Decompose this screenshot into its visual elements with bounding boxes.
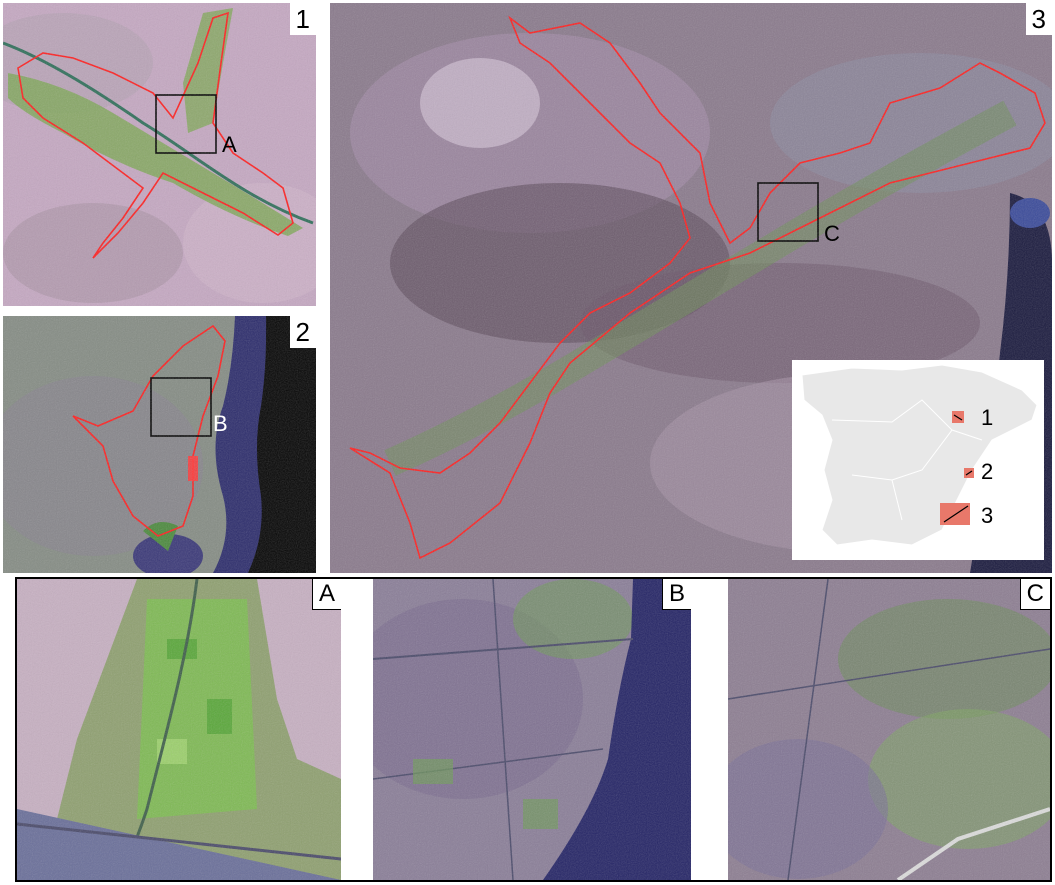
zoom-panels-frame: A B C: [15, 577, 1052, 882]
box-label-c: C: [824, 221, 840, 246]
spain-inset-map: 1 2 3: [792, 360, 1044, 560]
inset-label-1: 1: [981, 405, 994, 430]
zoom-c-image: [728, 579, 1050, 880]
zoom-a-image: [17, 579, 341, 880]
zoom-panel-b: B: [373, 579, 691, 880]
panel-2-number: 2: [289, 316, 316, 348]
panel-1-number: 1: [289, 3, 316, 35]
satellite-panel-3: 3 C 1 2 3: [330, 3, 1052, 573]
panel-3-number: 3: [1025, 3, 1052, 35]
box-label-a: A: [222, 132, 237, 157]
inset-label-2: 2: [981, 459, 994, 484]
inset-label-3: 3: [981, 503, 994, 528]
zoom-b-label: B: [661, 579, 691, 610]
satellite-panel-1: 1 A: [3, 3, 316, 306]
satellite-panel-2: 2 B: [3, 316, 316, 573]
zoom-b-image: [373, 579, 691, 880]
box-label-b: B: [213, 411, 228, 436]
zoom-panel-a: A: [17, 579, 341, 880]
spain-outline: [801, 364, 1038, 546]
panel-2-image: [3, 316, 316, 573]
zoom-a-label: A: [311, 579, 341, 610]
panel-1-image: [3, 3, 316, 306]
spain-landmass: [801, 364, 1038, 546]
zoom-c-label: C: [1019, 579, 1050, 610]
zoom-panel-c: C: [728, 579, 1050, 880]
